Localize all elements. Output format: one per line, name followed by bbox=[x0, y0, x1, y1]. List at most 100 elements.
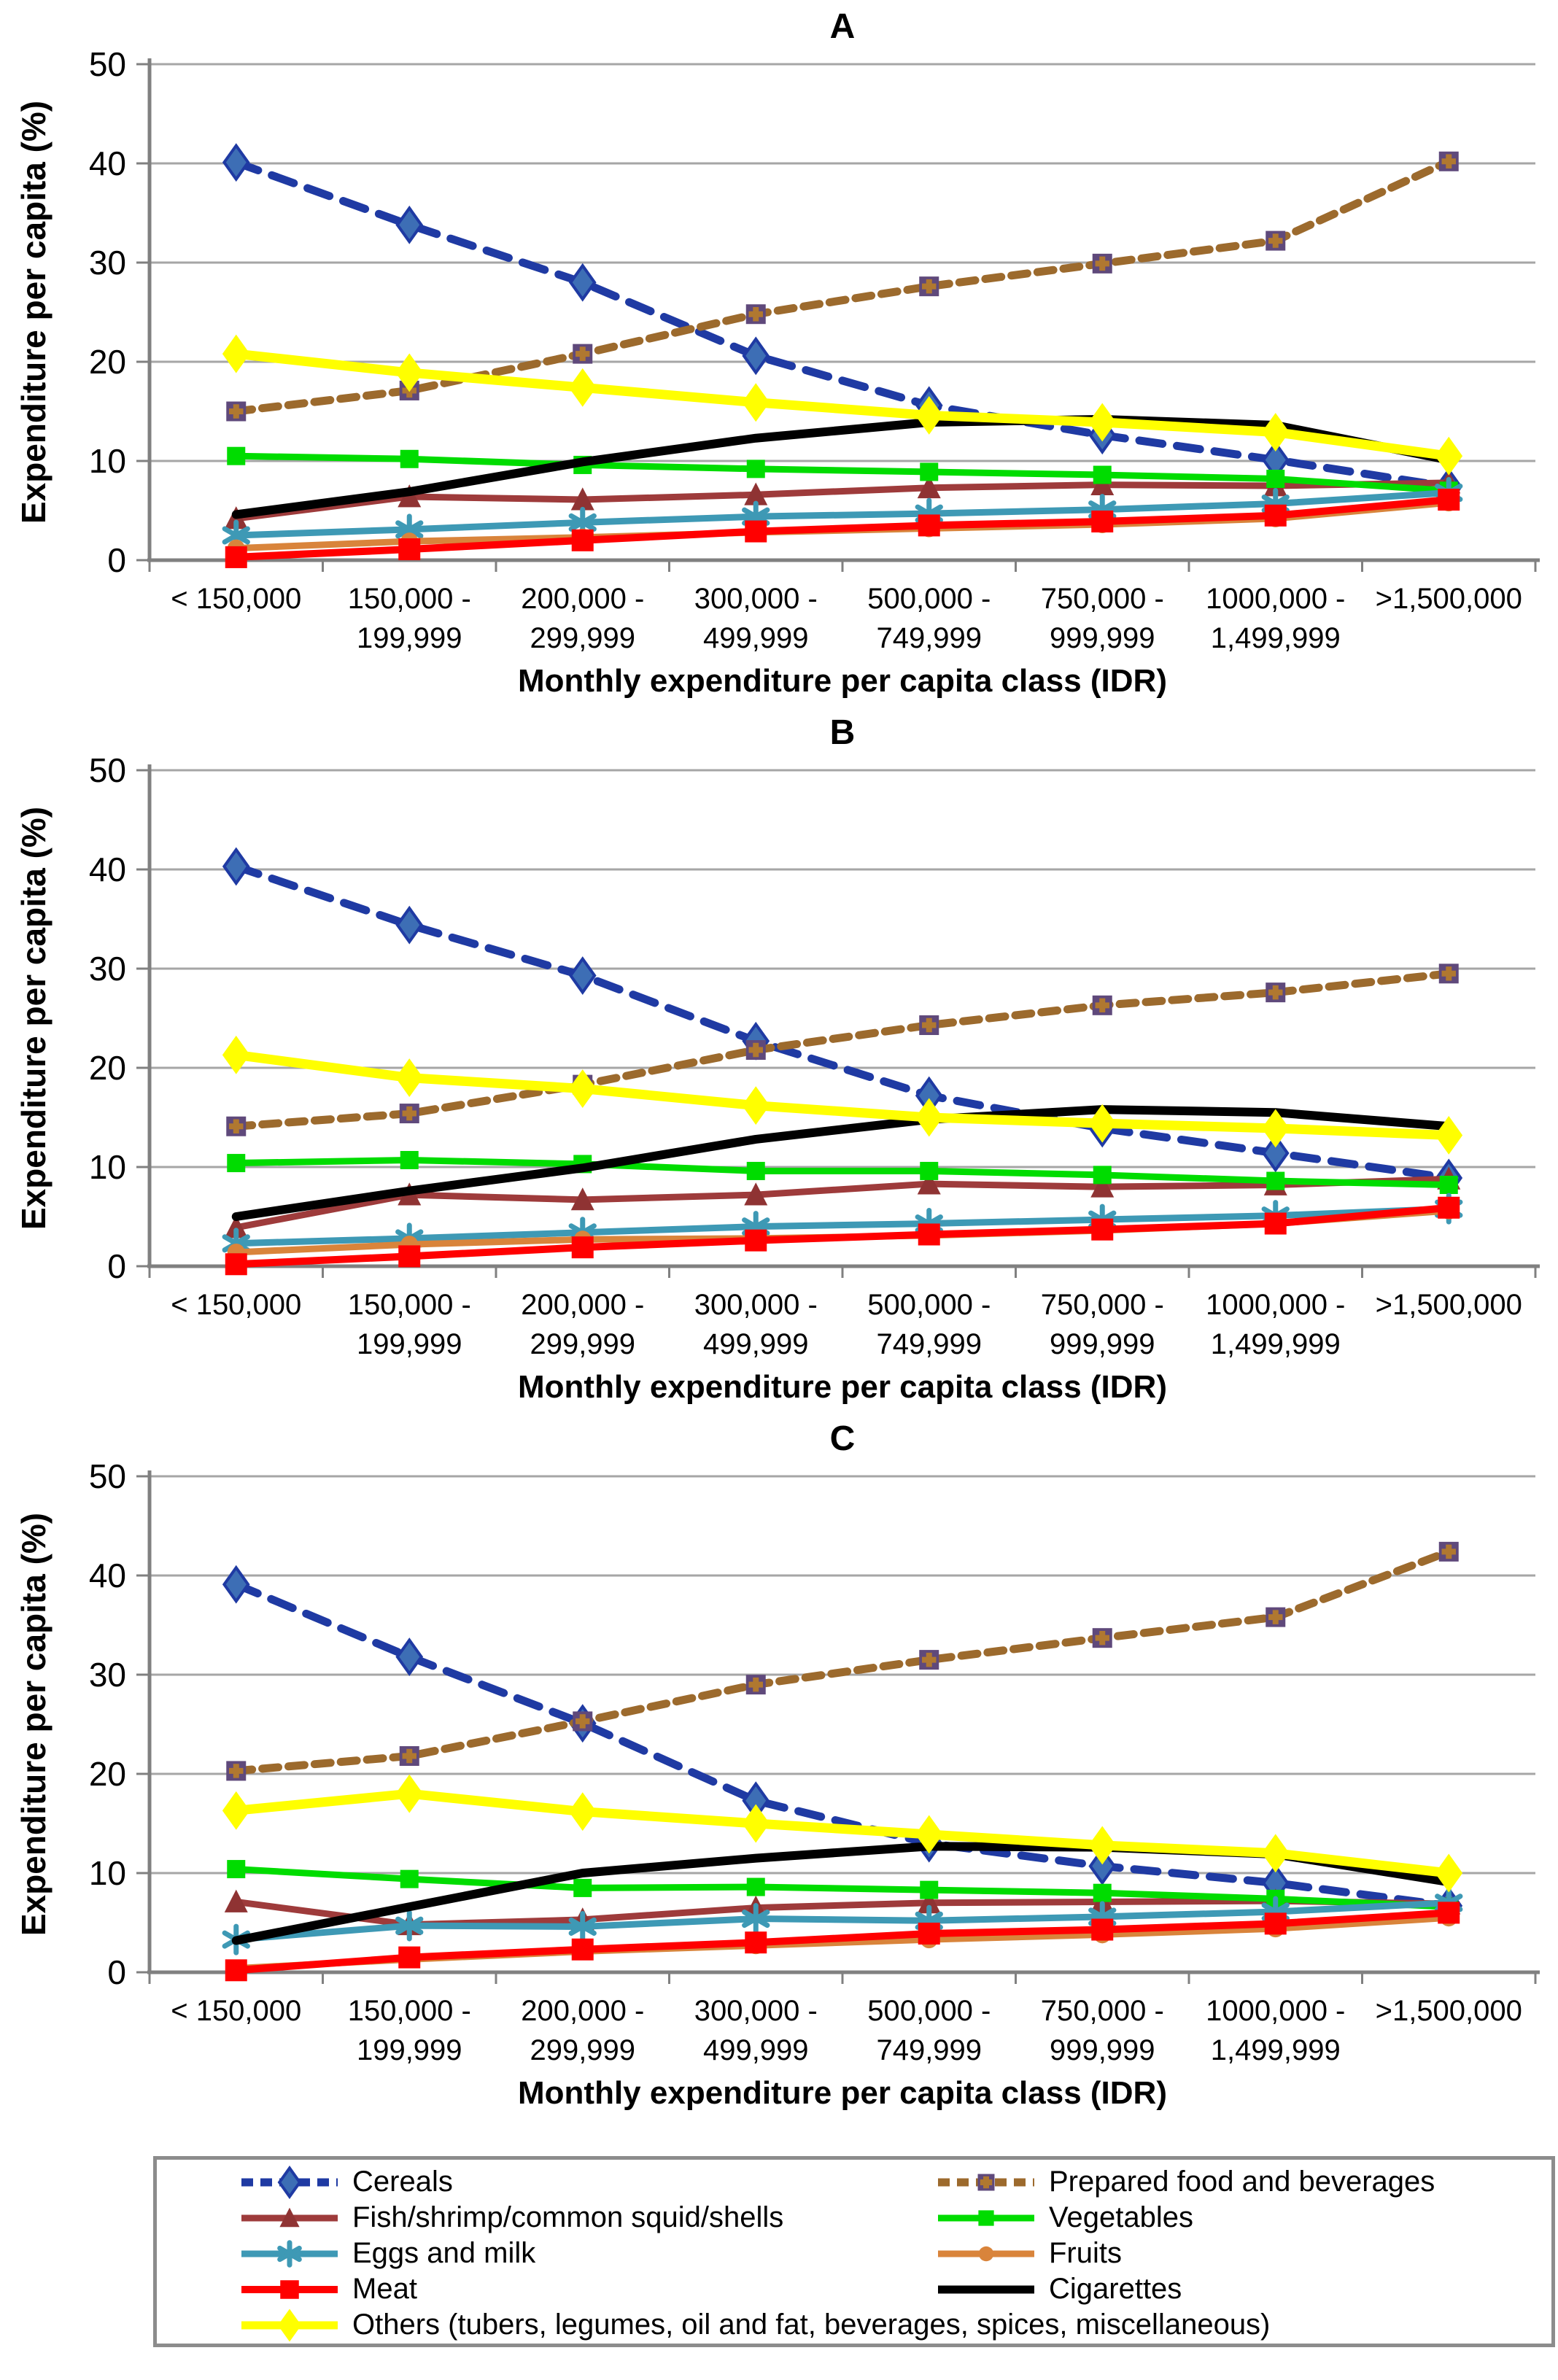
others-legend-marker bbox=[241, 2309, 338, 2341]
svg-text:50: 50 bbox=[89, 1457, 126, 1495]
svg-text:749,999: 749,999 bbox=[876, 2034, 982, 2066]
svg-text:200,000 -: 200,000 - bbox=[521, 1995, 644, 2027]
svg-text:>1,500,000: >1,500,000 bbox=[1376, 1995, 1522, 2027]
svg-text:300,000 -: 300,000 - bbox=[694, 583, 818, 615]
svg-text:>1,500,000: >1,500,000 bbox=[1376, 1289, 1522, 1321]
series-cigarettes bbox=[231, 1105, 1454, 1221]
svg-text:200,000 -: 200,000 - bbox=[521, 583, 644, 615]
svg-text:199,999: 199,999 bbox=[357, 1328, 462, 1360]
series-meat bbox=[225, 1196, 1460, 1276]
panel-b-chart: 0 10 20 30 40 50 < 150,000 150,000 - 199,999 200,… bbox=[15, 713, 1540, 1405]
legend-item-meat: Meat bbox=[239, 2271, 935, 2306]
panel-b: 0 10 20 30 40 50 < 150,000 150,000 - 199,999 200,… bbox=[0, 706, 1558, 1410]
svg-text:999,999: 999,999 bbox=[1050, 1328, 1155, 1360]
series-cereals bbox=[222, 143, 1463, 506]
legend-grid: Cereals Prepared food and beverages Fish… bbox=[157, 2160, 1551, 2342]
svg-text:300,000 -: 300,000 - bbox=[694, 1289, 818, 1321]
svg-text:500,000 -: 500,000 - bbox=[867, 583, 991, 615]
svg-text:Expenditure per capita (%): Expenditure per capita (%) bbox=[15, 1513, 53, 1936]
svg-text:50: 50 bbox=[89, 45, 126, 83]
legend-label: Eggs and milk bbox=[352, 2236, 536, 2269]
eggs-and-milk-legend-marker bbox=[241, 2239, 338, 2268]
legend-item-others: Others (tubers, legumes, oil and fat, be… bbox=[239, 2306, 1551, 2342]
svg-text:150,000 -: 150,000 - bbox=[348, 1289, 471, 1321]
svg-text:>1,500,000: >1,500,000 bbox=[1376, 583, 1522, 615]
svg-text:150,000 -: 150,000 - bbox=[348, 583, 471, 615]
panel-c-chart: 0 10 20 30 40 50 < 150,000 150,000 - 199,999 200,… bbox=[15, 1419, 1540, 2111]
svg-text:1,499,999: 1,499,999 bbox=[1211, 2034, 1341, 2066]
legend-item-fish-shrimp-common-squid-shells: Fish/shrimp/common squid/shells bbox=[239, 2199, 935, 2235]
fish-legend-marker bbox=[241, 2207, 338, 2227]
series-others bbox=[222, 334, 1463, 476]
series-prepared-food-and-beverages bbox=[226, 151, 1459, 422]
legend: Cereals Prepared food and beverages Fish… bbox=[153, 2156, 1555, 2347]
svg-text:299,999: 299,999 bbox=[530, 1328, 635, 1360]
svg-text:Expenditure per capita (%): Expenditure per capita (%) bbox=[15, 807, 53, 1230]
legend-label: Cereals bbox=[352, 2165, 453, 2198]
svg-text:40: 40 bbox=[89, 850, 126, 888]
svg-text:500,000 -: 500,000 - bbox=[867, 1995, 991, 2027]
svg-text:50: 50 bbox=[89, 751, 126, 789]
svg-text:< 150,000: < 150,000 bbox=[171, 1995, 301, 2027]
series-cigarettes bbox=[231, 414, 1454, 519]
svg-text:499,999: 499,999 bbox=[703, 2034, 809, 2066]
svg-text:40: 40 bbox=[89, 144, 126, 182]
svg-text:999,999: 999,999 bbox=[1050, 2034, 1155, 2066]
svg-text:0: 0 bbox=[107, 541, 126, 579]
svg-text:499,999: 499,999 bbox=[703, 1328, 809, 1360]
svg-text:299,999: 299,999 bbox=[530, 2034, 635, 2066]
legend-label: Fruits bbox=[1049, 2236, 1122, 2269]
svg-text:20: 20 bbox=[89, 1755, 126, 1793]
svg-text:30: 30 bbox=[89, 1656, 126, 1694]
legend-item-cigarettes: Cigarettes bbox=[935, 2271, 1551, 2306]
svg-text:1000,000 -: 1000,000 - bbox=[1206, 1995, 1345, 2027]
legend-label: Cigarettes bbox=[1049, 2272, 1182, 2305]
panel-a-chart: 0 10 20 30 40 50 < 150,000 150,000 - 199,999 200,… bbox=[15, 7, 1540, 699]
meat-legend-marker bbox=[241, 2279, 338, 2299]
svg-text:1000,000 -: 1000,000 - bbox=[1206, 1289, 1345, 1321]
svg-text:500,000 -: 500,000 - bbox=[867, 1289, 991, 1321]
svg-text:1,499,999: 1,499,999 bbox=[1211, 622, 1341, 654]
legend-item-eggs-and-milk: Eggs and milk bbox=[239, 2235, 935, 2271]
svg-text:< 150,000: < 150,000 bbox=[171, 583, 301, 615]
svg-text:Expenditure per capita (%): Expenditure per capita (%) bbox=[15, 101, 53, 524]
svg-text:10: 10 bbox=[89, 442, 126, 480]
svg-text:1,499,999: 1,499,999 bbox=[1211, 1328, 1341, 1360]
legend-item-vegetables: Vegetables bbox=[935, 2199, 1551, 2235]
prepared-food-legend-marker bbox=[938, 2174, 1034, 2190]
svg-text:200,000 -: 200,000 - bbox=[521, 1289, 644, 1321]
fruits-legend-marker bbox=[938, 2246, 1034, 2261]
svg-text:Monthly expenditure per capita: Monthly expenditure per capita class (ID… bbox=[518, 1369, 1167, 1405]
svg-text:999,999: 999,999 bbox=[1050, 622, 1155, 654]
series-meat bbox=[225, 1902, 1460, 1982]
legend-item-prepared-food-and-beverages: Prepared food and beverages bbox=[935, 2163, 1551, 2199]
svg-text:20: 20 bbox=[89, 1049, 126, 1087]
svg-text:< 150,000: < 150,000 bbox=[171, 1289, 301, 1321]
svg-text:750,000 -: 750,000 - bbox=[1041, 583, 1164, 615]
series-meat bbox=[225, 489, 1460, 568]
svg-text:C: C bbox=[830, 1419, 856, 1458]
cigarettes-legend-marker bbox=[938, 2285, 1034, 2293]
legend-label: Others (tubers, legumes, oil and fat, be… bbox=[352, 2308, 1271, 2341]
svg-text:750,000 -: 750,000 - bbox=[1041, 1289, 1164, 1321]
svg-text:199,999: 199,999 bbox=[357, 622, 462, 654]
svg-text:40: 40 bbox=[89, 1557, 126, 1594]
svg-text:10: 10 bbox=[89, 1854, 126, 1892]
svg-text:10: 10 bbox=[89, 1148, 126, 1186]
vegetables-legend-marker bbox=[938, 2209, 1034, 2226]
svg-text:Monthly expenditure per capita: Monthly expenditure per capita class (ID… bbox=[518, 663, 1167, 699]
series-prepared-food-and-beverages bbox=[226, 1541, 1459, 1781]
svg-text:A: A bbox=[830, 7, 856, 46]
svg-text:30: 30 bbox=[89, 244, 126, 282]
legend-label: Vegetables bbox=[1049, 2201, 1193, 2233]
svg-text:30: 30 bbox=[89, 950, 126, 988]
legend-item-cereals: Cereals bbox=[239, 2163, 935, 2199]
legend-label: Meat bbox=[352, 2272, 417, 2305]
svg-text:Monthly expenditure per capita: Monthly expenditure per capita class (ID… bbox=[518, 2075, 1167, 2111]
svg-text:749,999: 749,999 bbox=[876, 622, 982, 654]
panel-c: 0 10 20 30 40 50 < 150,000 150,000 - 199,999 200,… bbox=[0, 1412, 1558, 2116]
svg-text:0: 0 bbox=[107, 1247, 126, 1285]
svg-text:B: B bbox=[830, 713, 856, 752]
svg-text:750,000 -: 750,000 - bbox=[1041, 1995, 1164, 2027]
